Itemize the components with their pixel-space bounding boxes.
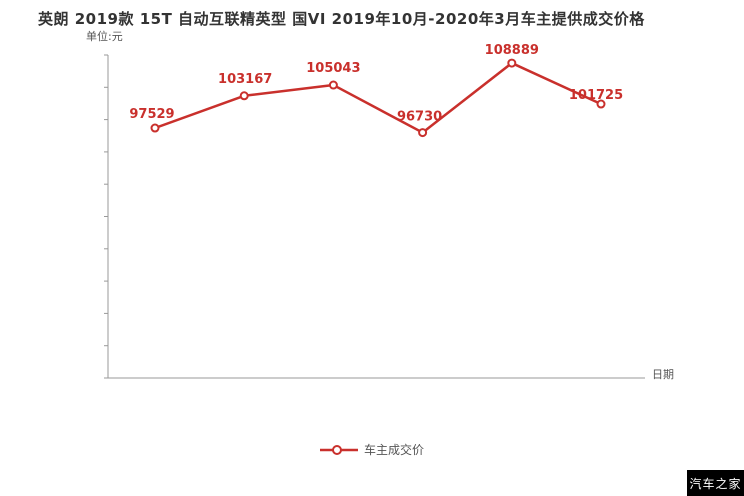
data-point-label: 105043 (306, 61, 360, 76)
data-point-marker[interactable] (239, 91, 249, 101)
data-point-label: 96730 (397, 110, 442, 125)
data-point-label: 108889 (485, 43, 539, 58)
x-axis-label: 日期 (652, 368, 674, 381)
data-point-label: 97529 (129, 107, 174, 122)
data-point-marker[interactable] (418, 128, 428, 138)
data-point-marker[interactable] (150, 123, 160, 133)
chart-title: 英朗 2019款 15T 自动互联精英型 国VI 2019年10月-2020年3… (38, 10, 645, 28)
data-point-label: 101725 (569, 88, 623, 103)
y-axis-unit-label: 单位:元 (86, 30, 123, 43)
data-point-label: 103167 (218, 72, 272, 87)
axis-lines (107, 55, 645, 379)
data-point-marker[interactable] (328, 80, 338, 90)
series-line-owner-price (154, 61, 602, 134)
watermark-logo: 汽车之家 (687, 470, 744, 496)
legend-item-owner-price[interactable]: 车主成交价 (319, 441, 425, 458)
data-point-marker[interactable] (507, 58, 517, 68)
legend-line-marker-icon (319, 444, 358, 455)
data-point-marker[interactable] (596, 99, 606, 109)
legend-label: 车主成交价 (363, 443, 425, 457)
